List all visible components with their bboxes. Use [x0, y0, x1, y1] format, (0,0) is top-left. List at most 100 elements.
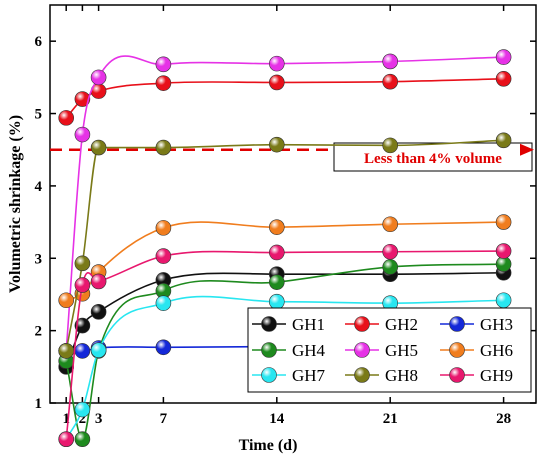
- y-axis-ticks: 1 2 3 4 5 6: [35, 34, 536, 412]
- series-gh9: [58, 243, 512, 447]
- legend-label: GH8: [385, 366, 418, 385]
- data-point: [74, 431, 91, 447]
- data-point: [382, 73, 399, 90]
- data-point: [268, 74, 285, 91]
- plot-area: [49, 4, 537, 404]
- data-point: [90, 273, 107, 290]
- legend-marker: [261, 342, 277, 358]
- series-line: [65, 55, 504, 351]
- plot-frame: [49, 4, 537, 404]
- data-point: [74, 401, 91, 418]
- legend-label: GH6: [480, 341, 513, 360]
- data-point: [155, 248, 172, 264]
- data-point: [382, 259, 399, 275]
- legend: GH1 GH2 GH3 GH4 GH5 GH6 GH7 GH8 GH9: [247, 307, 532, 393]
- legend-marker: [261, 316, 277, 332]
- data-point: [495, 71, 512, 87]
- data-point: [90, 304, 107, 320]
- x-tick-label: 28: [496, 411, 511, 427]
- data-point: [268, 274, 285, 290]
- legend-label: GH4: [292, 341, 326, 360]
- data-point: [90, 69, 107, 86]
- y-tick-label: 4: [35, 179, 43, 195]
- legend-entry: GH5: [345, 341, 418, 360]
- legend-entry: GH6: [440, 341, 513, 360]
- legend-marker: [354, 316, 370, 332]
- y-tick-label: 5: [35, 107, 43, 123]
- data-point: [58, 110, 74, 126]
- data-point: [58, 343, 74, 359]
- x-tick-label: 14: [269, 411, 285, 427]
- data-point: [155, 75, 172, 91]
- legend-entry: GH8: [345, 366, 418, 385]
- data-point: [268, 136, 285, 153]
- annotation-box: [333, 142, 533, 172]
- data-point: [268, 244, 285, 261]
- data-point: [155, 56, 172, 73]
- series-gh4: [58, 256, 512, 447]
- data-point: [495, 243, 512, 259]
- legend-entry: GH4: [252, 341, 326, 360]
- data-point: [268, 55, 285, 72]
- x-tick-label: 21: [383, 411, 398, 427]
- legend-entry: GH2: [345, 315, 418, 334]
- data-point: [58, 292, 74, 309]
- threshold-arrowhead: [520, 143, 534, 156]
- data-point: [74, 91, 91, 107]
- data-point: [90, 342, 107, 358]
- legend-box: [247, 307, 532, 393]
- data-point: [74, 277, 91, 293]
- series-gh2: [58, 71, 512, 126]
- y-tick-label: 3: [35, 251, 43, 267]
- y-axis-title: Volumetric shrinkage (%): [7, 115, 24, 293]
- legend-entry: GH3: [440, 315, 513, 334]
- data-point: [382, 243, 399, 260]
- series-gh8: [58, 132, 512, 359]
- legend-marker: [449, 316, 465, 332]
- legend-label: GH7: [292, 366, 326, 385]
- data-point: [74, 317, 91, 334]
- data-point: [58, 431, 74, 447]
- data-point: [74, 255, 91, 272]
- legend-label: GH1: [292, 315, 325, 334]
- x-axis-title: Time (d): [239, 437, 298, 454]
- data-point: [155, 339, 172, 356]
- series-gh6: [58, 214, 512, 309]
- data-point: [155, 295, 172, 311]
- data-point: [495, 49, 512, 65]
- data-point: [155, 220, 172, 236]
- x-tick-label: 2: [79, 411, 87, 427]
- annotation-text: Less than 4% volume: [364, 151, 502, 167]
- legend-marker: [449, 342, 465, 358]
- series-layer: [58, 49, 512, 447]
- x-tick-label: 7: [160, 411, 168, 427]
- data-point: [155, 139, 172, 156]
- data-point: [90, 139, 107, 156]
- data-point: [74, 343, 91, 359]
- legend-label: GH5: [385, 341, 418, 360]
- data-point: [495, 292, 512, 309]
- series-line: [65, 78, 504, 119]
- legend-entry: GH7: [252, 366, 326, 385]
- x-axis-ticks: 1 2 3 7 14 21 28: [62, 5, 511, 427]
- x-tick-label: 3: [95, 411, 103, 427]
- data-point: [495, 214, 512, 230]
- data-point: [268, 219, 285, 235]
- data-point: [382, 137, 399, 154]
- legend-marker: [449, 367, 465, 383]
- data-point: [74, 126, 91, 143]
- legend-marker: [354, 342, 370, 358]
- data-point: [268, 293, 285, 310]
- y-tick-label: 2: [35, 324, 43, 340]
- data-point: [495, 132, 512, 149]
- legend-label: GH3: [480, 315, 513, 334]
- data-point: [382, 216, 399, 233]
- legend-label: GH2: [385, 315, 418, 334]
- legend-entry: GH9: [440, 366, 513, 385]
- y-tick-label: 6: [35, 34, 43, 50]
- data-point: [382, 53, 399, 70]
- legend-label: GH9: [480, 366, 513, 385]
- y-tick-label: 1: [35, 396, 43, 412]
- legend-marker: [354, 367, 370, 383]
